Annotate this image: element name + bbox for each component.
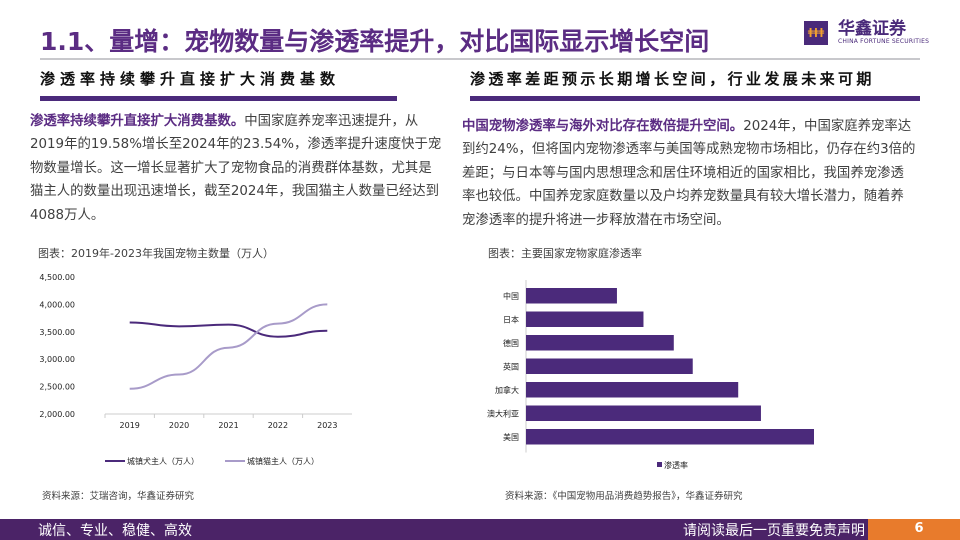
footer-motto: 诚信、专业、稳健、高效	[38, 523, 192, 539]
logo-en: CHINA FORTUNE SECURITIES	[838, 38, 930, 45]
y-tick-label: 2,000.00	[39, 410, 75, 419]
legend-label: 城镇猫主人（万人）	[247, 456, 319, 466]
category-label: 德国	[503, 338, 519, 348]
footer-disclaimer: 请阅读最后一页重要免责声明	[683, 523, 865, 539]
left-heading-bar	[40, 96, 397, 101]
series-line	[129, 321, 328, 338]
right-paragraph: 中国宠物渗透率与海外对比存在数倍提升空间。2024年，中国家庭养宠率达到约24%…	[462, 115, 947, 232]
bar	[526, 429, 814, 445]
bar	[526, 288, 617, 304]
right-text: 2024年，中国家庭养宠率达到约24%，但将国内宠物渗透率与美国等成熟宠物市场相…	[462, 119, 916, 228]
series-line	[129, 303, 328, 390]
right-source: 资料来源：《中国宠物用品消费趋势报告》，华鑫证券研究	[505, 491, 743, 502]
category-label: 澳大利亚	[487, 408, 519, 418]
footer: 诚信、专业、稳健、高效 请阅读最后一页重要免责声明 6	[0, 519, 960, 540]
left-heading: 渗透率持续攀升直接扩大消费基数	[40, 70, 341, 88]
category-label: 中国	[503, 291, 519, 301]
page-number: 6	[868, 519, 960, 540]
right-heading-bar	[470, 96, 920, 101]
y-tick-label: 3,000.00	[39, 355, 75, 364]
left-paragraph: 渗透率持续攀升直接扩大消费基数。中国家庭养宠率迅速提升，从2019年的19.58…	[30, 110, 442, 227]
divider	[40, 58, 920, 60]
y-tick-label: 2,500.00	[39, 383, 75, 392]
page-title: 1.1、量增：宠物数量与渗透率提升，对比国际显示增长空间	[40, 27, 710, 56]
right-heading: 渗透率差距预示长期增长空间，行业发展未来可期	[470, 70, 875, 88]
left-chart-caption: 图表：2019年-2023年我国宠物主数量（万人）	[38, 247, 274, 260]
left-text: 中国家庭养宠率迅速提升，从2019年的19.58%增长至2024年的23.54%…	[30, 114, 442, 223]
right-lead: 中国宠物渗透率与海外对比存在数倍提升空间。	[462, 119, 744, 134]
bar	[526, 358, 693, 374]
bar	[526, 382, 739, 398]
legend-label: 城镇犬主人（万人）	[127, 456, 199, 466]
right-chart-caption: 图表：主要国家宠物家庭渗透率	[488, 247, 642, 260]
y-tick-label: 4,500.00	[39, 273, 75, 282]
y-tick-label: 4,000.00	[39, 300, 75, 309]
category-label: 日本	[503, 314, 519, 324]
logo-icon: ǂǂǂ	[804, 20, 828, 45]
logo: ǂǂǂ 华鑫证券 CHINA FORTUNE SECURITIES	[804, 20, 929, 45]
y-tick-label: 3,500.00	[39, 328, 75, 337]
x-tick-label: 2021	[218, 421, 238, 430]
logo-cn: 华鑫证券	[838, 19, 906, 39]
left-lead: 渗透率持续攀升直接扩大消费基数。	[30, 114, 245, 129]
category-label: 美国	[503, 432, 519, 442]
x-tick-label: 2019	[120, 421, 140, 430]
category-label: 加拿大	[495, 385, 519, 395]
bar	[526, 335, 674, 351]
category-label: 英国	[503, 361, 519, 371]
bar	[526, 311, 644, 327]
line-chart: 2,000.00 2,500.00 3,000.00 3,500.00 4,000.00…	[39, 273, 352, 466]
legend-label: 渗透率	[664, 460, 688, 470]
x-tick-label: 2023	[317, 421, 337, 430]
x-tick-label: 2020	[169, 421, 189, 430]
legend-swatch	[657, 462, 662, 467]
bar	[526, 405, 761, 421]
x-tick-label: 2022	[268, 421, 288, 430]
left-source: 资料来源：艾瑞咨询，华鑫证券研究	[42, 491, 195, 502]
